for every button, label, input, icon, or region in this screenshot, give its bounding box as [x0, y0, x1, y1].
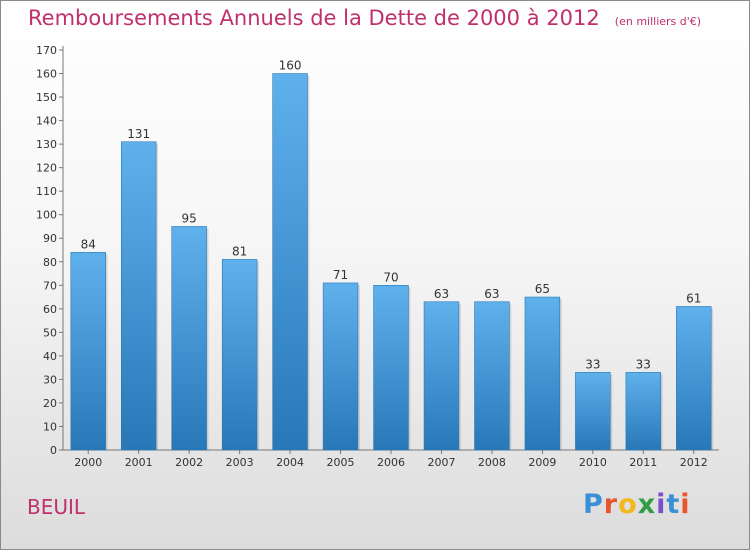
data-label-2006: 70	[383, 270, 398, 284]
y-tick-label: 80	[43, 256, 57, 269]
title-text: Remboursements Annuels de la Dette de 20…	[28, 6, 600, 30]
data-label-2005: 71	[333, 268, 348, 282]
y-tick-label: 120	[36, 162, 57, 175]
bar-2004	[272, 73, 308, 451]
x-tick-label: 2005	[327, 456, 355, 469]
data-label-2007: 63	[434, 287, 449, 301]
x-tick-label: 2001	[125, 456, 153, 469]
logo-letter: x	[637, 489, 657, 520]
x-tick-label: 2010	[579, 456, 607, 469]
unit-note: (en milliers d'€)	[614, 15, 702, 28]
data-label-2003: 81	[232, 244, 247, 258]
y-tick-label: 70	[43, 279, 57, 292]
x-tick-label: 2011	[629, 456, 657, 469]
bar-2012	[676, 306, 712, 451]
bar-2003	[221, 259, 258, 451]
data-label-2011: 33	[636, 357, 651, 371]
data-label-2001: 131	[127, 127, 150, 141]
data-label-2000: 84	[81, 237, 96, 251]
y-tick-label: 20	[43, 397, 57, 410]
x-tick-label: 2007	[427, 456, 455, 469]
bar-2011	[625, 372, 662, 451]
logo-letter: r	[603, 489, 619, 520]
data-label-2009: 65	[535, 282, 550, 296]
y-tick-label: 100	[36, 209, 57, 222]
bar-2008	[474, 301, 510, 451]
y-tick-label: 50	[43, 326, 57, 339]
data-label-2008: 63	[484, 287, 499, 301]
bar-2006	[373, 284, 409, 451]
bar-2009	[524, 296, 561, 451]
logo-letter: i	[680, 489, 691, 520]
bar-2001	[120, 141, 157, 451]
x-tick-label: 2004	[276, 456, 304, 469]
y-tick-label: 90	[43, 232, 57, 245]
logo-letter: o	[618, 489, 638, 520]
bar-2010	[575, 372, 611, 451]
bar-2000	[70, 252, 106, 451]
bar-2005	[322, 282, 359, 451]
y-tick-label: 30	[43, 373, 57, 386]
x-tick-label: 2000	[74, 456, 102, 469]
logo-letter: t	[666, 489, 681, 520]
data-label-2004: 160	[279, 59, 302, 73]
logo-letter: i	[656, 489, 667, 520]
chart-title: Remboursements Annuels de la Dette de 20…	[28, 6, 701, 30]
y-tick-label: 110	[36, 185, 57, 198]
bar-2002	[171, 226, 207, 451]
x-tick-label: 2008	[478, 456, 506, 469]
y-tick-label: 140	[36, 115, 57, 128]
y-tick-label: 10	[43, 420, 57, 433]
x-tick-label: 2012	[680, 456, 708, 469]
y-tick-label: 130	[36, 138, 57, 151]
data-label-2010: 33	[585, 357, 600, 371]
x-tick-label: 2002	[175, 456, 203, 469]
x-tick-label: 2003	[226, 456, 254, 469]
y-tick-label: 170	[36, 44, 57, 57]
data-label-2012: 61	[686, 291, 701, 305]
y-tick-label: 160	[36, 68, 57, 81]
proxiti-logo: Proxiti	[583, 489, 691, 520]
x-tick-label: 2006	[377, 456, 405, 469]
commune-name: BEUIL	[27, 495, 86, 519]
y-tick-label: 0	[50, 444, 57, 457]
x-tick-label: 2009	[528, 456, 556, 469]
logo-letter: P	[583, 489, 604, 520]
y-tick-label: 150	[36, 91, 57, 104]
y-tick-label: 60	[43, 303, 57, 316]
bar-2007	[423, 301, 460, 451]
y-tick-label: 40	[43, 350, 57, 363]
data-label-2002: 95	[182, 211, 197, 225]
